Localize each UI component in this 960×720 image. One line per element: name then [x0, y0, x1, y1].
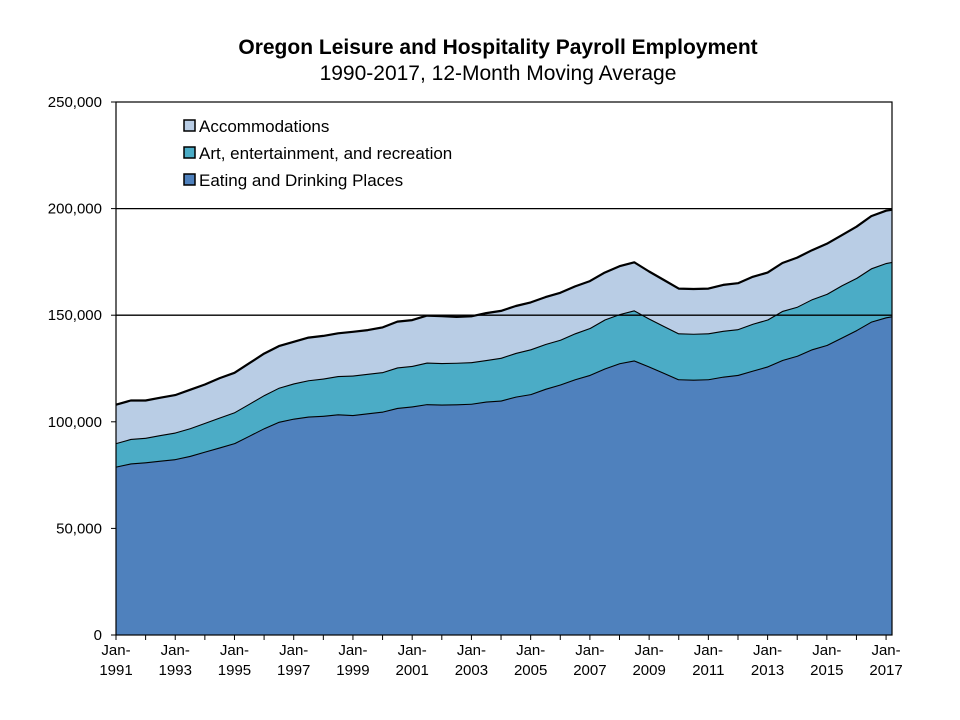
area-eating-and-drinking-places: [116, 316, 892, 635]
x-tick-label: Jan-: [398, 642, 427, 659]
legend-label: Eating and Drinking Places: [199, 171, 403, 190]
x-tick-label: 2003: [455, 662, 488, 679]
x-axis: Jan- 1991 Jan- 1993 Jan- 1995 Jan- 1997 Jan- 1999…: [99, 635, 903, 679]
x-tick-label: Jan-: [457, 642, 486, 659]
legend-swatch: [183, 173, 196, 186]
x-tick-label: Jan-: [635, 642, 664, 659]
legend-label: Accommodations: [199, 117, 329, 136]
x-tick-label: Jan-: [694, 642, 723, 659]
legend: Accommodations Art, entertainment, and re…: [183, 117, 452, 190]
x-tick-label: Jan-: [871, 642, 900, 659]
x-tick-label: Jan-: [279, 642, 308, 659]
y-tick-label: 100,000: [48, 414, 102, 431]
y-tick-label: 50,000: [56, 520, 102, 537]
x-tick-label: 2013: [751, 662, 784, 679]
x-tick-label: 2005: [514, 662, 547, 679]
x-tick-label: 2009: [632, 662, 665, 679]
x-tick-label: Jan-: [161, 642, 190, 659]
gridlines: [116, 207, 892, 316]
plot-area-frame: [115, 101, 893, 636]
x-tick-label: Jan-: [516, 642, 545, 659]
x-tick-label: 1995: [218, 662, 251, 679]
x-tick-label: Jan-: [753, 642, 782, 659]
x-tick-label: 1993: [159, 662, 192, 679]
x-tick-label: 1997: [277, 662, 310, 679]
area-accommodations: [116, 209, 892, 444]
x-tick-label: 2017: [869, 662, 902, 679]
x-tick-label: Jan-: [220, 642, 249, 659]
x-tick-label: 1991: [99, 662, 132, 679]
x-tick-label: Jan-: [101, 642, 130, 659]
chart-subtitle: 1990-2017, 12-Month Moving Average: [319, 62, 677, 85]
x-tick-label: 2001: [395, 662, 428, 679]
y-tick-label: 200,000: [48, 201, 102, 218]
area-series-group: [115, 208, 893, 635]
x-tick-label: Jan-: [812, 642, 841, 659]
y-tick-label: 0: [94, 627, 102, 644]
legend-swatch: [183, 119, 196, 132]
chart-title: Oregon Leisure and Hospitality Payroll E…: [238, 36, 758, 59]
legend-label: Art, entertainment, and recreation: [199, 144, 452, 163]
area-art-entertainment-and-recreation: [116, 261, 892, 467]
y-tick-label: 150,000: [48, 307, 102, 324]
x-tick-label: Jan-: [338, 642, 367, 659]
legend-swatch: [183, 146, 196, 159]
x-tick-label: Jan-: [575, 642, 604, 659]
x-tick-label: 2011: [692, 662, 724, 679]
y-tick-label: 250,000: [48, 94, 102, 111]
area-boundary-line: [115, 208, 893, 406]
x-tick-label: 2015: [810, 662, 843, 679]
y-axis: 0 50,000 100,000 150,000 200,000 250,000: [48, 94, 116, 644]
x-tick-label: 2007: [573, 662, 606, 679]
x-tick-label: 1999: [336, 662, 369, 679]
